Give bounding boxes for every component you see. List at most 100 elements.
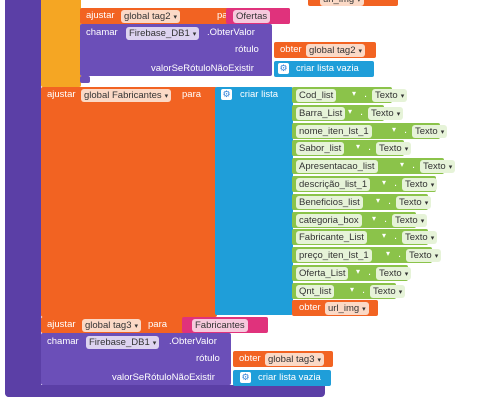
list-item-variable[interactable]: Oferta_List	[296, 267, 349, 280]
chevron-down-icon[interactable]: ▾	[376, 196, 381, 205]
set-variable-dropdown[interactable]: global tag2 ▾	[121, 10, 180, 23]
property-label: Texto	[373, 286, 396, 297]
chevron-down-icon: ▾	[440, 129, 445, 136]
chevron-down-icon[interactable]: ▾	[392, 125, 397, 134]
chevron-down-icon[interactable]: ▾	[400, 160, 405, 169]
property-separator: .	[368, 266, 372, 278]
property-label: Texto	[379, 268, 402, 279]
make-list-block[interactable]: ⚙ criar lista	[215, 87, 293, 315]
property-separator: .	[364, 88, 368, 100]
list-item-property[interactable]: Texto ▾	[372, 89, 408, 102]
list-item-property[interactable]: Texto ▾	[420, 160, 456, 173]
chevron-down-icon: ▾	[398, 289, 403, 296]
list-item-variable[interactable]: categoria_box	[296, 214, 362, 227]
list-item-variable[interactable]: Barra_List	[296, 107, 346, 120]
property-label: Texto	[405, 179, 428, 190]
control-block[interactable]	[41, 0, 81, 87]
para-label: para	[182, 89, 202, 100]
chevron-down-icon[interactable]: ▾	[352, 89, 357, 98]
list-item-property[interactable]: Texto ▾	[370, 285, 406, 298]
list-item[interactable]: Barra_List ▾. Texto ▾	[292, 105, 404, 121]
list-item-variable[interactable]: Apresentacao_list	[296, 160, 378, 173]
text-value[interactable]: Fabricantes	[192, 319, 248, 332]
get-variable-dropdown[interactable]: global tag2 ▾	[306, 44, 365, 57]
list-item-property[interactable]: Texto ▾	[412, 125, 448, 138]
list-item[interactable]: nome_iten_lst_1 ▾. Texto ▾	[292, 123, 448, 139]
empty-list-block-2[interactable]: ⚙ criar lista vazia	[233, 370, 331, 386]
get-url-img-block[interactable]: obter url_img ▾	[292, 300, 378, 316]
chevron-down-icon[interactable]: ▾	[356, 267, 361, 276]
list-item[interactable]: Sabor_list ▾. Texto ▾	[292, 140, 412, 156]
component-dropdown[interactable]: Firebase_DB1 ▾	[86, 336, 160, 349]
list-item[interactable]: Fabricante_List ▾. Texto ▾	[292, 229, 438, 245]
list-item[interactable]: Cod_list ▾. Texto ▾	[292, 87, 408, 103]
get-tag3-block[interactable]: obter global tag3 ▾	[233, 351, 333, 367]
list-item-variable[interactable]: Beneficios_list	[296, 196, 363, 209]
list-item-property[interactable]: Texto ▾	[402, 231, 438, 244]
property-label: Texto	[399, 197, 422, 208]
procedure-block[interactable]	[5, 0, 41, 397]
text-block-fabricantes[interactable]: Fabricantes	[182, 317, 268, 333]
default-label: valorSeRótuloNãoExistir	[112, 372, 215, 383]
list-item-variable[interactable]: Fabricante_List	[296, 231, 367, 244]
list-item[interactable]: descrição_list_1 ▾. Texto ▾	[292, 176, 438, 192]
list-item-property[interactable]: Texto ▾	[368, 107, 404, 120]
list-item-property[interactable]: Texto ▾	[402, 178, 438, 191]
chevron-down-icon[interactable]: ▾	[382, 231, 387, 240]
chevron-down-icon: ▾	[430, 182, 435, 189]
list-item-variable[interactable]: Cod_list	[296, 89, 337, 102]
set-fabricantes-block[interactable]: ajustar global Fabricantes ▾ para	[41, 87, 217, 317]
list-item-property[interactable]: Texto ▾	[396, 196, 432, 209]
list-item-property[interactable]: Texto ▾	[406, 249, 442, 262]
property-label: Texto	[371, 108, 394, 119]
list-item-variable[interactable]: preço_iten_lst_1	[296, 249, 372, 262]
empty-list-label: criar lista vazia	[296, 63, 359, 74]
list-item-variable[interactable]: nome_iten_lst_1	[296, 125, 372, 138]
list-item-property[interactable]: Texto ▾	[376, 142, 412, 155]
component-dropdown[interactable]: Firebase_DB1 ▾	[126, 27, 200, 40]
set-variable-dropdown[interactable]: global tag3 ▾	[82, 319, 141, 332]
gear-icon[interactable]: ⚙	[278, 63, 289, 74]
get-variable-dropdown[interactable]: url_img ▾	[325, 302, 369, 315]
get-tag2-block[interactable]: obter global tag2 ▾	[274, 42, 376, 58]
chevron-down-icon[interactable]: ▾	[386, 249, 391, 258]
list-item-variable[interactable]: descrição_list_1	[296, 178, 371, 191]
property-separator: .	[412, 159, 416, 171]
chevron-down-icon[interactable]: ▾	[348, 107, 353, 116]
call-block-1-bottom	[80, 76, 90, 83]
list-item-property[interactable]: Texto ▾	[392, 214, 428, 227]
chevron-down-icon[interactable]: ▾	[350, 285, 355, 294]
call-firebase-block-1[interactable]: chamar Firebase_DB1 ▾ .ObterValor rótulo …	[80, 24, 272, 76]
variable-dropdown[interactable]: url_img▾	[320, 0, 364, 6]
list-item[interactable]: Qnt_list ▾. Texto ▾	[292, 283, 406, 299]
property-separator: .	[398, 248, 402, 260]
property-separator: .	[368, 141, 372, 153]
property-label: Texto	[405, 232, 428, 243]
get-variable-dropdown[interactable]: global tag3 ▾	[265, 353, 324, 366]
property-label: Texto	[409, 250, 432, 261]
call-label: chamar	[86, 27, 118, 38]
list-item[interactable]: preço_iten_lst_1 ▾. Texto ▾	[292, 247, 442, 263]
list-item[interactable]: categoria_box ▾. Texto ▾	[292, 212, 428, 228]
get-block-top-partial[interactable]: url_img▾	[308, 0, 398, 6]
gear-icon[interactable]: ⚙	[221, 89, 232, 100]
method-label: .ObterValor	[207, 27, 255, 38]
chevron-down-icon: ▾	[400, 93, 405, 100]
list-item[interactable]: Beneficios_list ▾. Texto ▾	[292, 194, 432, 210]
text-value[interactable]: Ofertas	[233, 10, 271, 23]
list-item[interactable]: Apresentacao_list ▾. Texto ▾	[292, 158, 456, 174]
chevron-down-icon[interactable]: ▾	[356, 142, 361, 151]
property-separator: .	[360, 106, 364, 118]
text-block-ofertas[interactable]: Ofertas	[226, 8, 290, 24]
list-item-variable[interactable]: Qnt_list	[296, 285, 335, 298]
empty-list-label: criar lista vazia	[258, 372, 321, 383]
list-item-property[interactable]: Texto ▾	[376, 267, 412, 280]
list-item-variable[interactable]: Sabor_list	[296, 142, 345, 155]
empty-list-block-1[interactable]: ⚙ criar lista vazia	[274, 61, 374, 77]
chevron-down-icon[interactable]: ▾	[372, 214, 377, 223]
gear-icon[interactable]: ⚙	[240, 372, 251, 383]
set-variable-dropdown[interactable]: global Fabricantes ▾	[81, 89, 172, 102]
call-firebase-block-2[interactable]: chamar Firebase_DB1 ▾ .ObterValor rótulo …	[41, 333, 231, 385]
list-item[interactable]: Oferta_List ▾. Texto ▾	[292, 265, 412, 281]
chevron-down-icon[interactable]: ▾	[382, 178, 387, 187]
